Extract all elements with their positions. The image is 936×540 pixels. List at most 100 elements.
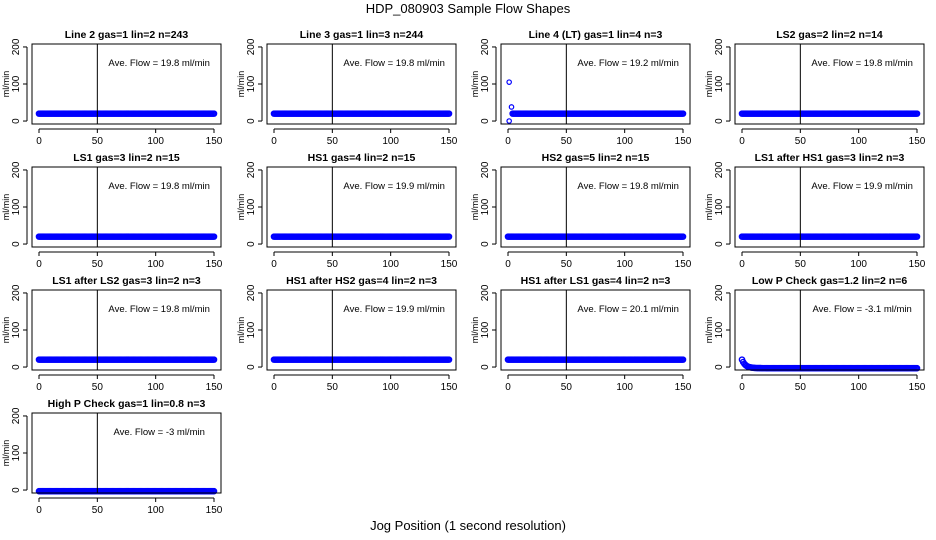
y-tick-label: 0 [11,364,22,370]
average-flow-annotation: Ave. Flow = 19.2 ml/min [577,58,678,69]
x-tick-label: 150 [441,382,458,393]
x-tick-label: 50 [561,259,573,270]
panel-title: Line 2 gas=1 lin=2 n=243 [65,29,189,41]
average-flow-annotation: Ave. Flow = 19.8 ml/min [343,58,444,69]
x-tick-label: 50 [795,382,807,393]
panel-title: HS1 after LS1 gas=4 lin=2 n=3 [521,275,671,287]
panel-4: LS2 gas=2 lin=2 n=14 Ave. Flow = 19.8 ml/… [704,29,926,147]
x-tick-label: 150 [909,136,926,147]
x-axis-caption: Jog Position (1 second resolution) [370,518,566,533]
x-tick-label: 150 [441,136,458,147]
plot-box [31,412,222,494]
data-points [270,356,453,363]
y-tick-label: 100 [246,321,257,338]
x-tick-label: 0 [505,259,511,270]
data-point [210,356,218,363]
data-point [445,233,453,240]
data-points [738,233,921,240]
x-tick-label: 0 [739,382,745,393]
x-tick-label: 150 [206,136,223,147]
y-tick-label: 200 [246,284,257,301]
x-tick-label: 0 [505,136,511,147]
data-point [679,233,687,240]
y-tick-label: 0 [714,364,725,370]
data-point [679,356,687,363]
data-points [35,233,218,240]
x-tick-label: 50 [92,382,104,393]
plot-box [266,289,457,371]
panel-title: Line 3 gas=1 lin=3 n=244 [300,29,424,41]
average-flow-annotation: Ave. Flow = 19.8 ml/min [577,181,678,192]
data-point [508,104,515,110]
data-points [270,110,453,117]
average-flow-annotation: Ave. Flow = -3.1 ml/min [812,304,911,315]
panel-12: Low P Check gas=1.2 lin=2 n=6 Ave. Flow =… [704,275,926,393]
average-flow-annotation: Ave. Flow = 19.9 ml/min [343,304,444,315]
y-axis-label: ml/min [704,317,714,344]
y-tick-label: 0 [480,364,491,370]
x-tick-label: 50 [92,259,104,270]
y-tick-label: 200 [11,407,22,424]
y-tick-label: 0 [246,364,257,370]
y-tick-label: 0 [480,241,491,247]
plot-box [266,166,457,248]
data-points [35,356,218,363]
x-tick-label: 50 [561,136,573,147]
x-tick-label: 150 [909,259,926,270]
data-point [210,233,218,240]
y-tick-label: 200 [714,284,725,301]
panel-title: HS2 gas=5 lin=2 n=15 [542,152,650,164]
data-point [506,118,512,124]
y-tick-label: 0 [11,487,22,493]
y-tick-label: 100 [714,75,725,92]
x-tick-label: 0 [36,505,42,516]
y-axis-label: ml/min [236,317,246,344]
data-points [738,356,921,372]
y-tick-label: 100 [480,75,491,92]
y-axis-label: ml/min [236,194,246,221]
average-flow-annotation: Ave. Flow = 19.8 ml/min [108,304,209,315]
data-points [35,487,218,495]
average-flow-annotation: Ave. Flow = 19.8 ml/min [811,58,912,69]
panel-title: LS1 after HS1 gas=3 lin=2 n=3 [755,152,905,164]
panel-title: LS2 gas=2 lin=2 n=14 [776,29,883,41]
panel-7: HS2 gas=5 lin=2 n=15 Ave. Flow = 19.8 ml/… [470,152,692,270]
data-point [913,110,921,117]
panel-title: High P Check gas=1 lin=0.8 n=3 [48,398,206,410]
y-tick-label: 200 [11,284,22,301]
average-flow-annotation: Ave. Flow = -3 ml/min [113,427,204,438]
panel-6: HS1 gas=4 lin=2 n=15 Ave. Flow = 19.9 ml/… [236,152,458,270]
panel-9: LS1 after LS2 gas=3 lin=2 n=3 Ave. Flow =… [1,275,223,393]
x-tick-label: 100 [616,382,633,393]
plot-box [31,43,222,125]
data-points [504,356,687,363]
y-tick-label: 200 [480,161,491,178]
panel-title: Low P Check gas=1.2 lin=2 n=6 [752,275,907,287]
x-tick-label: 150 [675,136,692,147]
average-flow-annotation: Ave. Flow = 19.8 ml/min [108,181,209,192]
x-tick-label: 50 [795,136,807,147]
average-flow-annotation: Ave. Flow = 19.8 ml/min [108,58,209,69]
panel-title: Line 4 (LT) gas=1 lin=4 n=3 [529,29,663,41]
y-tick-label: 0 [11,241,22,247]
y-tick-label: 200 [714,161,725,178]
panel-5: LS1 gas=3 lin=2 n=15 Ave. Flow = 19.8 ml/… [1,152,223,270]
data-points [35,110,218,117]
y-tick-label: 0 [480,118,491,124]
x-tick-label: 0 [271,259,277,270]
y-axis-label: ml/min [236,71,246,98]
y-tick-label: 200 [246,161,257,178]
x-tick-label: 50 [327,136,339,147]
plot-box [500,43,691,125]
x-tick-label: 100 [850,259,867,270]
y-tick-label: 100 [480,198,491,215]
x-tick-label: 50 [561,382,573,393]
y-axis-label: ml/min [470,317,480,344]
data-point [445,356,453,363]
panel-10: HS1 after HS2 gas=4 lin=2 n=3 Ave. Flow =… [236,275,458,393]
x-tick-label: 50 [327,259,339,270]
x-tick-label: 150 [206,382,223,393]
y-tick-label: 200 [246,38,257,55]
y-axis-label: ml/min [704,71,714,98]
